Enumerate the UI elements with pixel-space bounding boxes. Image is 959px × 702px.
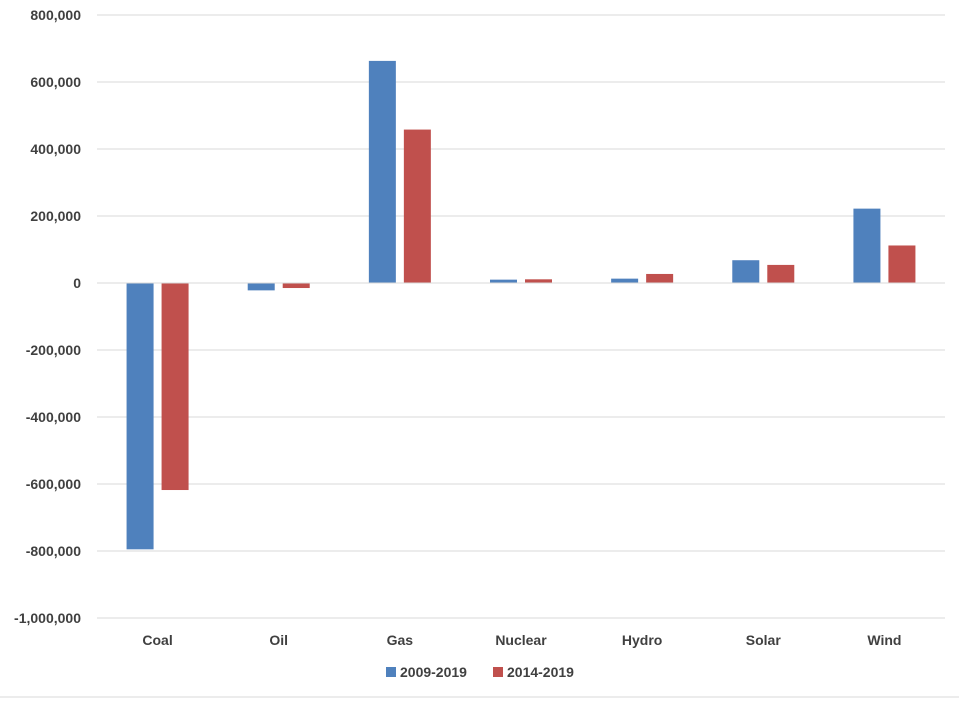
bar-gas-series-2 [403,129,431,283]
y-tick-label: -400,000 [26,409,81,425]
x-tick-label: Nuclear [495,632,547,648]
bar-solar-series-2 [767,264,795,283]
bar-hydro-series-1 [611,278,639,283]
legend-swatch [386,667,396,677]
x-tick-label: Oil [269,632,288,648]
bar-gas-series-1 [368,60,396,283]
legend-label: 2014-2019 [507,664,574,680]
y-tick-label: 0 [73,275,81,291]
bars [126,60,916,550]
x-tick-label: Solar [746,632,782,648]
x-tick-label: Coal [142,632,172,648]
y-tick-label: 400,000 [30,141,81,157]
y-tick-label: -600,000 [26,476,81,492]
gridlines [97,14,945,619]
y-tick-label: 800,000 [30,7,81,23]
bar-oil-series-1 [247,283,275,291]
legend-swatch [493,667,503,677]
y-tick-label: 200,000 [30,208,81,224]
y-tick-label: 600,000 [30,74,81,90]
bar-hydro-series-2 [646,273,674,283]
axes: 800,000 600,000 400,000 200,000 0 -200,000 -40… [14,7,945,648]
y-tick-label: -800,000 [26,543,81,559]
bar-wind-series-1 [853,208,881,283]
x-tick-label: Wind [867,632,901,648]
x-tick-label: Gas [387,632,414,648]
y-tick-label: -200,000 [26,342,81,358]
x-tick-label: Hydro [622,632,662,648]
bar-nuclear-series-1 [490,279,517,283]
bar-coal-series-1 [126,283,154,550]
legend: 2009-2019 2014-2019 [386,664,574,680]
bar-solar-series-1 [732,260,760,283]
bar-oil-series-2 [282,283,310,289]
bar-nuclear-series-2 [525,279,552,283]
bar-wind-series-2 [888,245,916,283]
bar-coal-series-2 [161,283,189,491]
legend-label: 2009-2019 [400,664,467,680]
y-tick-label: -1,000,000 [14,610,81,626]
